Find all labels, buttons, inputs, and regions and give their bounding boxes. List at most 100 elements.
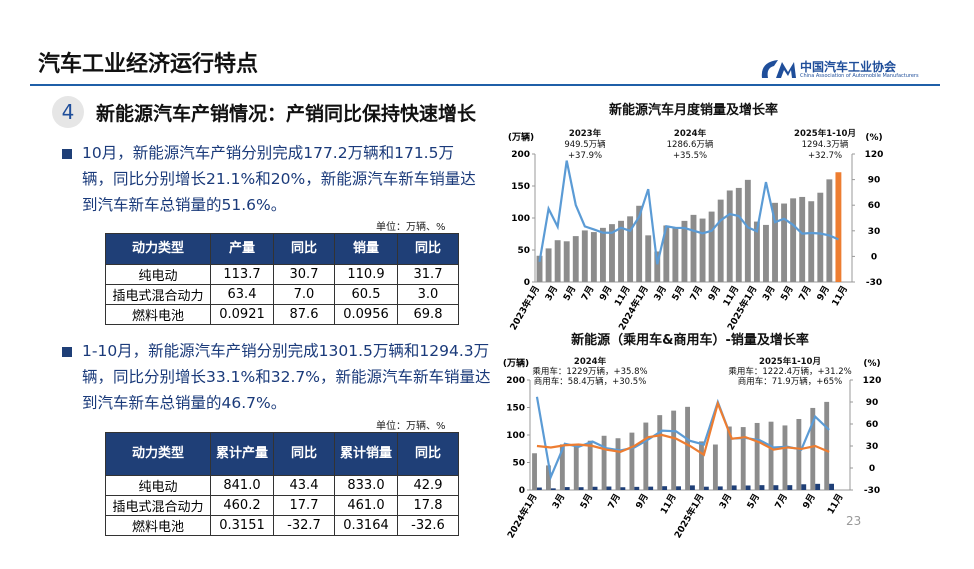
y2-axis-label: (%) xyxy=(863,359,880,369)
bar xyxy=(648,486,654,490)
table-cell: 插电式混合动力 xyxy=(105,284,211,305)
table-cell: 461.0 xyxy=(334,495,398,516)
section-title: 新能源汽车产销情况：产销同比保持快速增长 xyxy=(96,103,477,125)
header-rule xyxy=(30,84,940,86)
bar xyxy=(554,240,561,282)
annotation: 1294.3万辆 xyxy=(802,139,849,150)
bar xyxy=(536,487,542,490)
annotation: 2025年1-10月 xyxy=(759,356,821,367)
cell-text: -32.7 xyxy=(287,518,321,533)
y2-tick-label: 120 xyxy=(865,150,884,160)
table-cell: 63.4 xyxy=(210,284,274,305)
cell-text: 461.0 xyxy=(347,498,385,513)
table-row: 纯电动 113.7 30.7 110.9 31.7 xyxy=(105,264,459,285)
bar xyxy=(545,248,552,282)
bar xyxy=(726,426,732,490)
bar xyxy=(787,485,793,490)
annotation: +37.9% xyxy=(568,151,602,161)
table-cell: 0.0921 xyxy=(210,304,274,325)
header-row: 动力类型 产量 同比 销量 同比 xyxy=(105,233,459,265)
y-tick-label: 200 xyxy=(511,150,530,160)
cell-text: 43.4 xyxy=(289,478,319,493)
cell-text: 31.7 xyxy=(413,267,443,282)
table-cell: 0.0956 xyxy=(334,304,398,325)
bar xyxy=(815,483,821,490)
cell-text: 3.0 xyxy=(417,287,439,302)
y2-tick-label: 60 xyxy=(866,420,879,430)
bar xyxy=(672,227,679,282)
bar xyxy=(559,444,565,490)
bar xyxy=(726,190,733,282)
cell-text: 841.0 xyxy=(223,478,261,493)
x-tick-label: 7月 xyxy=(606,492,623,511)
y2-tick-label: -30 xyxy=(864,486,880,496)
y-axis-label: (万辆) xyxy=(503,357,529,369)
cell-text: 燃料电池 xyxy=(131,520,184,535)
bar xyxy=(587,440,593,490)
cell-text: 60.5 xyxy=(351,287,381,302)
header-cell: 动力类型 xyxy=(105,432,211,476)
x-tick-label: 5月 xyxy=(561,284,578,303)
y-tick-label: 150 xyxy=(511,182,530,192)
table-cell: 插电式混合动力 xyxy=(105,495,211,516)
bar xyxy=(690,214,697,282)
bar xyxy=(708,211,715,282)
org-name-en: China Association of Automobile Manufact… xyxy=(800,73,919,79)
chart: 新能源汽车月度销量及增长率 (万辆) (%) 0 50 100 150 200 -30 0 30 60… xyxy=(507,102,884,333)
bar xyxy=(573,446,579,490)
bar xyxy=(654,251,661,282)
bar xyxy=(681,220,688,282)
x-tick-label: 3月 xyxy=(543,284,560,303)
table-cell: 31.7 xyxy=(397,264,459,285)
data-table: 动力类型 产量 同比 销量 同比 纯电动 113.7 30.7 110.9 31.7 插电式混合动力… xyxy=(105,233,459,325)
annotation: 1286.6万辆 xyxy=(667,139,714,150)
y2-tick-label: 0 xyxy=(871,252,877,262)
cell-text: 30.7 xyxy=(289,267,319,282)
bar xyxy=(685,406,690,490)
paragraph: 1-10月，新能源汽车产销分别完成1301.5万辆和1294.3万辆，同比分别增… xyxy=(62,338,492,416)
y-axis-label: (万辆) xyxy=(508,131,534,143)
bar xyxy=(740,427,746,490)
annotation: +35.5% xyxy=(673,151,707,161)
table-cell: -32.6 xyxy=(397,515,459,536)
chart-title: 新能源（乘用车&商用车）-销量及增长率 xyxy=(571,332,809,348)
x-tick-label: 5月 xyxy=(779,284,796,303)
y2-tick-label: 30 xyxy=(868,227,881,237)
bar xyxy=(618,220,624,282)
table-cell: 30.7 xyxy=(273,264,335,285)
table-cell: 7.0 xyxy=(273,284,335,305)
y2-tick-label: 90 xyxy=(866,398,879,408)
table-cell: 43.4 xyxy=(273,475,335,496)
bar xyxy=(599,227,606,282)
header-cell: 同比 xyxy=(273,233,335,265)
bar xyxy=(817,192,824,282)
y2-tick-label: 120 xyxy=(863,376,882,386)
table-cell: 纯电动 xyxy=(105,264,211,285)
table-cell: 42.9 xyxy=(397,475,459,496)
cell-text: 0.3151 xyxy=(219,518,265,533)
table-cell: 3.0 xyxy=(397,284,459,305)
y2-tick-label: 60 xyxy=(868,201,881,211)
paragraph-text: 1-10月，新能源汽车产销分别完成1301.5万辆和1294.3万辆，同比分别增… xyxy=(82,342,491,412)
bar xyxy=(564,487,570,490)
bar xyxy=(629,432,635,490)
bar xyxy=(546,465,551,490)
data-table: 动力类型 累计产量 同比 累计销量 同比 纯电动 841.0 43.4 833.0 42.9 插电式… xyxy=(105,432,459,536)
cell-text: 69.8 xyxy=(413,307,443,322)
bar xyxy=(782,425,788,490)
bar xyxy=(744,179,751,282)
x-tick-label: 2023年1月 xyxy=(507,284,542,333)
bar xyxy=(620,487,626,490)
cell-text: 0.0956 xyxy=(343,307,389,322)
bar xyxy=(662,486,668,490)
annotation: 商用车：71.9万辆，+65% xyxy=(738,376,842,387)
bar xyxy=(810,407,816,490)
bar xyxy=(790,198,797,282)
x-tick-label: 9月 xyxy=(706,284,723,303)
chart-title: 新能源汽车月度销量及增长率 xyxy=(609,102,778,118)
bar xyxy=(627,216,634,282)
bar xyxy=(636,205,643,282)
x-tick-label: 9月 xyxy=(801,492,818,511)
bar xyxy=(763,224,769,282)
y2-tick-label: 90 xyxy=(868,176,881,186)
